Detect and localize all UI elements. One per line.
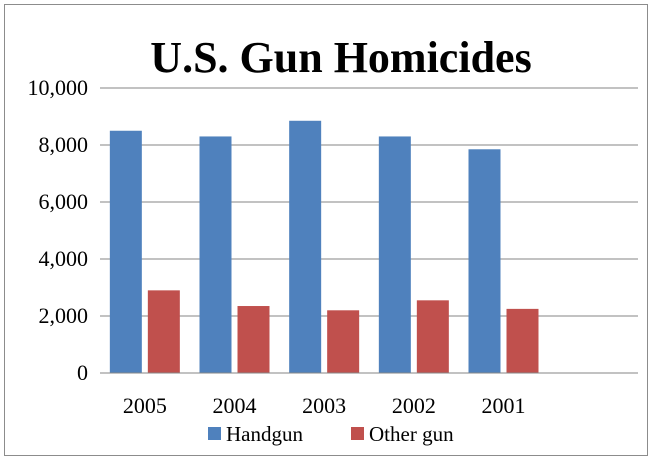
bar-handgun-2001 — [468, 149, 501, 373]
bar-other-gun-2005 — [147, 290, 180, 373]
bar-handgun-2005 — [109, 130, 142, 373]
x-tick-label: 2003 — [302, 393, 346, 418]
x-tick-label: 2004 — [213, 393, 257, 418]
bars — [109, 120, 539, 374]
bar-other-gun-2004 — [237, 306, 270, 373]
gridlines — [100, 87, 638, 317]
y-tick-label: 2,000 — [39, 303, 89, 328]
legend-label: Handgun — [226, 422, 303, 446]
x-tick-label: 2005 — [123, 393, 167, 418]
bar-other-gun-2002 — [416, 300, 449, 373]
bar-other-gun-2001 — [506, 308, 539, 373]
legend-swatch — [208, 427, 221, 440]
y-tick-label: 10,000 — [28, 75, 89, 100]
bar-handgun-2004 — [199, 136, 232, 373]
x-axis-ticks: 2005 2004 2003 2002 2001 — [123, 393, 526, 418]
y-tick-label: 8,000 — [39, 132, 89, 157]
legend-swatch — [351, 427, 364, 440]
chart-title: U.S. Gun Homicides — [150, 33, 531, 82]
legend-label: Other gun — [369, 422, 454, 446]
y-tick-label: 0 — [77, 360, 88, 385]
bar-handgun-2002 — [378, 136, 411, 373]
y-tick-label: 4,000 — [39, 246, 89, 271]
legend: Handgun Other gun — [208, 422, 454, 446]
y-tick-label: 6,000 — [39, 189, 89, 214]
y-axis-ticks: 0 2,000 4,000 6,000 8,000 10,000 — [28, 75, 89, 385]
x-tick-label: 2002 — [392, 393, 436, 418]
bar-handgun-2003 — [289, 120, 322, 374]
bar-other-gun-2003 — [327, 310, 360, 373]
x-tick-label: 2001 — [482, 393, 526, 418]
